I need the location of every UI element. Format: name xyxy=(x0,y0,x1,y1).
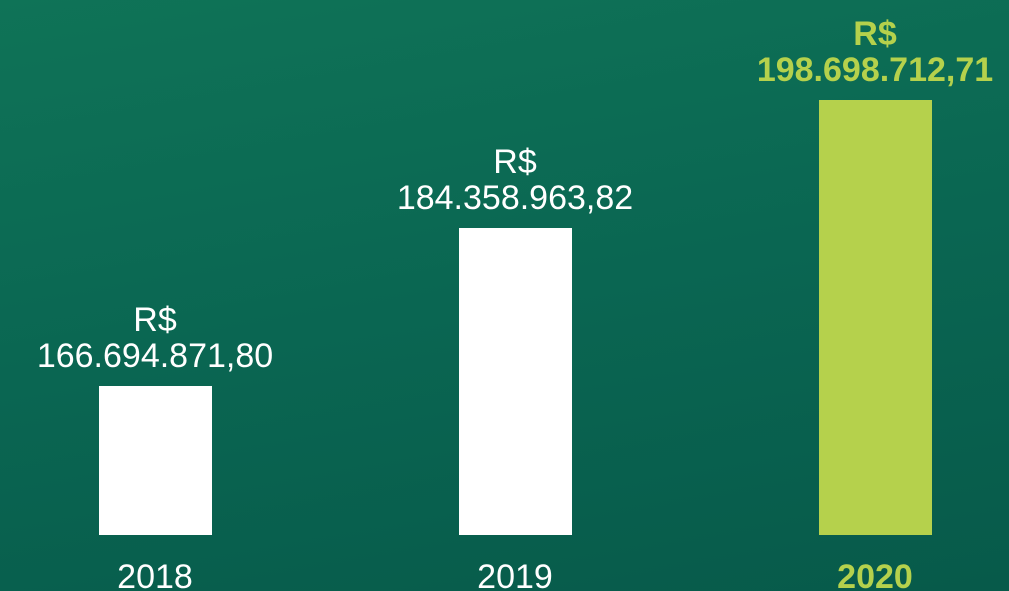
bar xyxy=(818,99,932,535)
x-tick-label: 2019 xyxy=(477,558,553,591)
bar xyxy=(98,385,212,535)
value-label: R$ 198.698.712,71 xyxy=(756,14,994,89)
value-label: R$ 166.694.871,80 xyxy=(36,300,274,375)
x-tick-label: 2020 xyxy=(837,558,913,591)
bar xyxy=(458,227,572,535)
x-tick-label: 2018 xyxy=(117,558,193,591)
value-label: R$ 184.358.963,82 xyxy=(396,142,634,217)
